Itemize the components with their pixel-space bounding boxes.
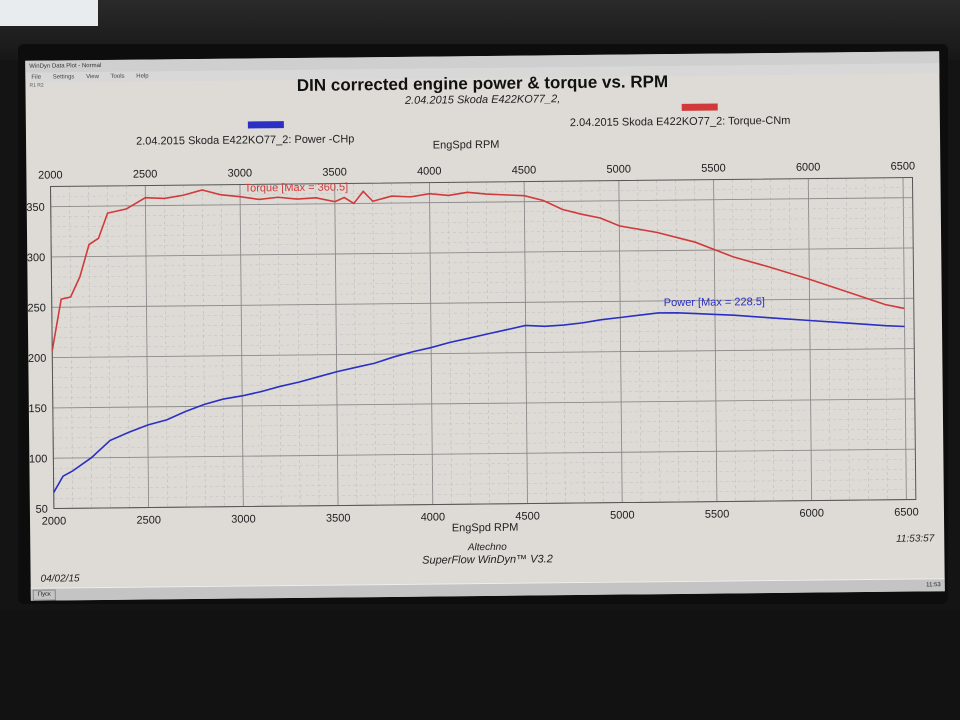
top-tick-label: 2500 — [133, 168, 158, 180]
bottom-tick-label: 6000 — [799, 507, 824, 519]
minor-gridline-x — [258, 184, 263, 507]
minor-gridline-y — [50, 217, 913, 228]
top-tick-label: 3000 — [228, 167, 253, 179]
minor-gridline-y — [51, 277, 914, 288]
minor-gridline-y — [53, 459, 916, 469]
major-gridline-y — [50, 197, 913, 208]
minor-gridline-y — [50, 207, 913, 217]
bottom-axis-ticks: 2000 2500 3000 3500 4000 4500 5000 5500 6000 6500 — [42, 506, 919, 527]
power-series-line — [53, 311, 905, 493]
top-tick-label: 4500 — [512, 164, 537, 176]
bottom-tick-label: 5000 — [610, 509, 635, 521]
bottom-axis-label: EngSpd RPM — [452, 522, 519, 535]
torque-series-line — [51, 189, 905, 351]
power-torque-chart: 2000 2500 3000 3500 4000 4500 5000 5500 6000 6500… — [26, 139, 919, 535]
power-max-label: Power [Max = 228.5] — [664, 296, 765, 309]
y-tick-label: 200 — [28, 353, 46, 365]
minor-gridline-y — [52, 388, 915, 399]
bottom-tick-label: 3500 — [326, 512, 351, 524]
major-gridline-x — [239, 184, 244, 507]
y-tick-label: 100 — [29, 453, 47, 465]
minor-gridline-y — [51, 308, 914, 318]
major-gridline-x — [713, 179, 718, 502]
major-gridline-y — [53, 448, 916, 459]
minor-gridline-y — [52, 358, 915, 368]
minor-gridline-x — [504, 181, 509, 504]
major-gridline-x — [144, 185, 150, 508]
minor-gridline-y — [53, 479, 916, 489]
top-tick-label: 3500 — [322, 166, 347, 178]
minor-gridline-y — [51, 287, 914, 298]
minor-gridline-y — [53, 438, 916, 449]
y-axis-ticks: 50 100 150 200 250 300 350 — [26, 202, 48, 516]
torque-max-label: Torque [Max = 360.5] — [244, 181, 348, 194]
top-tick-label: 4000 — [417, 165, 442, 177]
bottom-tick-label: 2500 — [136, 514, 161, 526]
major-gridline-y — [51, 297, 914, 308]
tray-clock: 11:53 — [926, 582, 941, 589]
top-tick-label: 5500 — [701, 162, 726, 174]
minor-gridline-y — [51, 318, 914, 328]
top-tick-label: 6000 — [796, 161, 821, 173]
top-tick-label: 2000 — [38, 169, 63, 181]
minor-gridline-y — [52, 338, 915, 348]
y-tick-label: 50 — [36, 504, 48, 516]
bottom-tick-label: 2000 — [42, 515, 67, 527]
major-gridline-x — [618, 180, 623, 503]
y-tick-label: 350 — [26, 202, 44, 214]
minor-gridline-y — [51, 237, 914, 248]
minor-gridline-y — [53, 469, 916, 479]
chart-grid — [50, 177, 916, 509]
desk-background — [0, 610, 960, 720]
top-axis-label: EngSpd RPM — [433, 139, 500, 152]
top-tick-label: 6500 — [891, 160, 916, 172]
start-button[interactable]: Пуск — [32, 589, 56, 601]
bottom-tick-label: 4000 — [421, 511, 446, 523]
y-tick-label: 150 — [28, 403, 46, 415]
windyn-screen: WinDyn Data Plot - Normal File Settings … — [25, 51, 945, 601]
top-tick-label: 5000 — [606, 163, 631, 175]
bottom-tick-label: 6500 — [894, 506, 919, 518]
minor-gridline-x — [864, 178, 869, 500]
minor-gridline-y — [51, 227, 913, 238]
plot-area-frame — [50, 177, 917, 510]
minor-gridline-y — [52, 378, 915, 389]
minor-gridline-y — [53, 418, 916, 429]
y-tick-label: 250 — [27, 302, 45, 314]
bottom-tick-label: 3000 — [231, 513, 256, 525]
major-gridline-x — [523, 181, 528, 504]
y-tick-label: 300 — [27, 252, 45, 264]
bottom-tick-label: 5500 — [705, 508, 730, 520]
minor-gridline-y — [52, 368, 915, 378]
minor-gridline-y — [51, 257, 914, 268]
major-gridline-y — [51, 247, 914, 258]
bottom-tick-label: 4500 — [515, 510, 540, 522]
major-gridline-y — [52, 398, 915, 409]
minor-gridline-y — [53, 428, 916, 439]
minor-gridline-y — [52, 328, 915, 338]
minor-gridline-y — [51, 267, 914, 278]
top-axis-ticks: 2000 2500 3000 3500 4000 4500 5000 5500 6000 6500 — [38, 160, 915, 181]
footer-date: 04/02/15 — [40, 573, 80, 585]
ceiling-light-glare — [0, 0, 98, 26]
major-gridline-y — [52, 348, 915, 359]
minor-gridline-y — [53, 489, 916, 499]
